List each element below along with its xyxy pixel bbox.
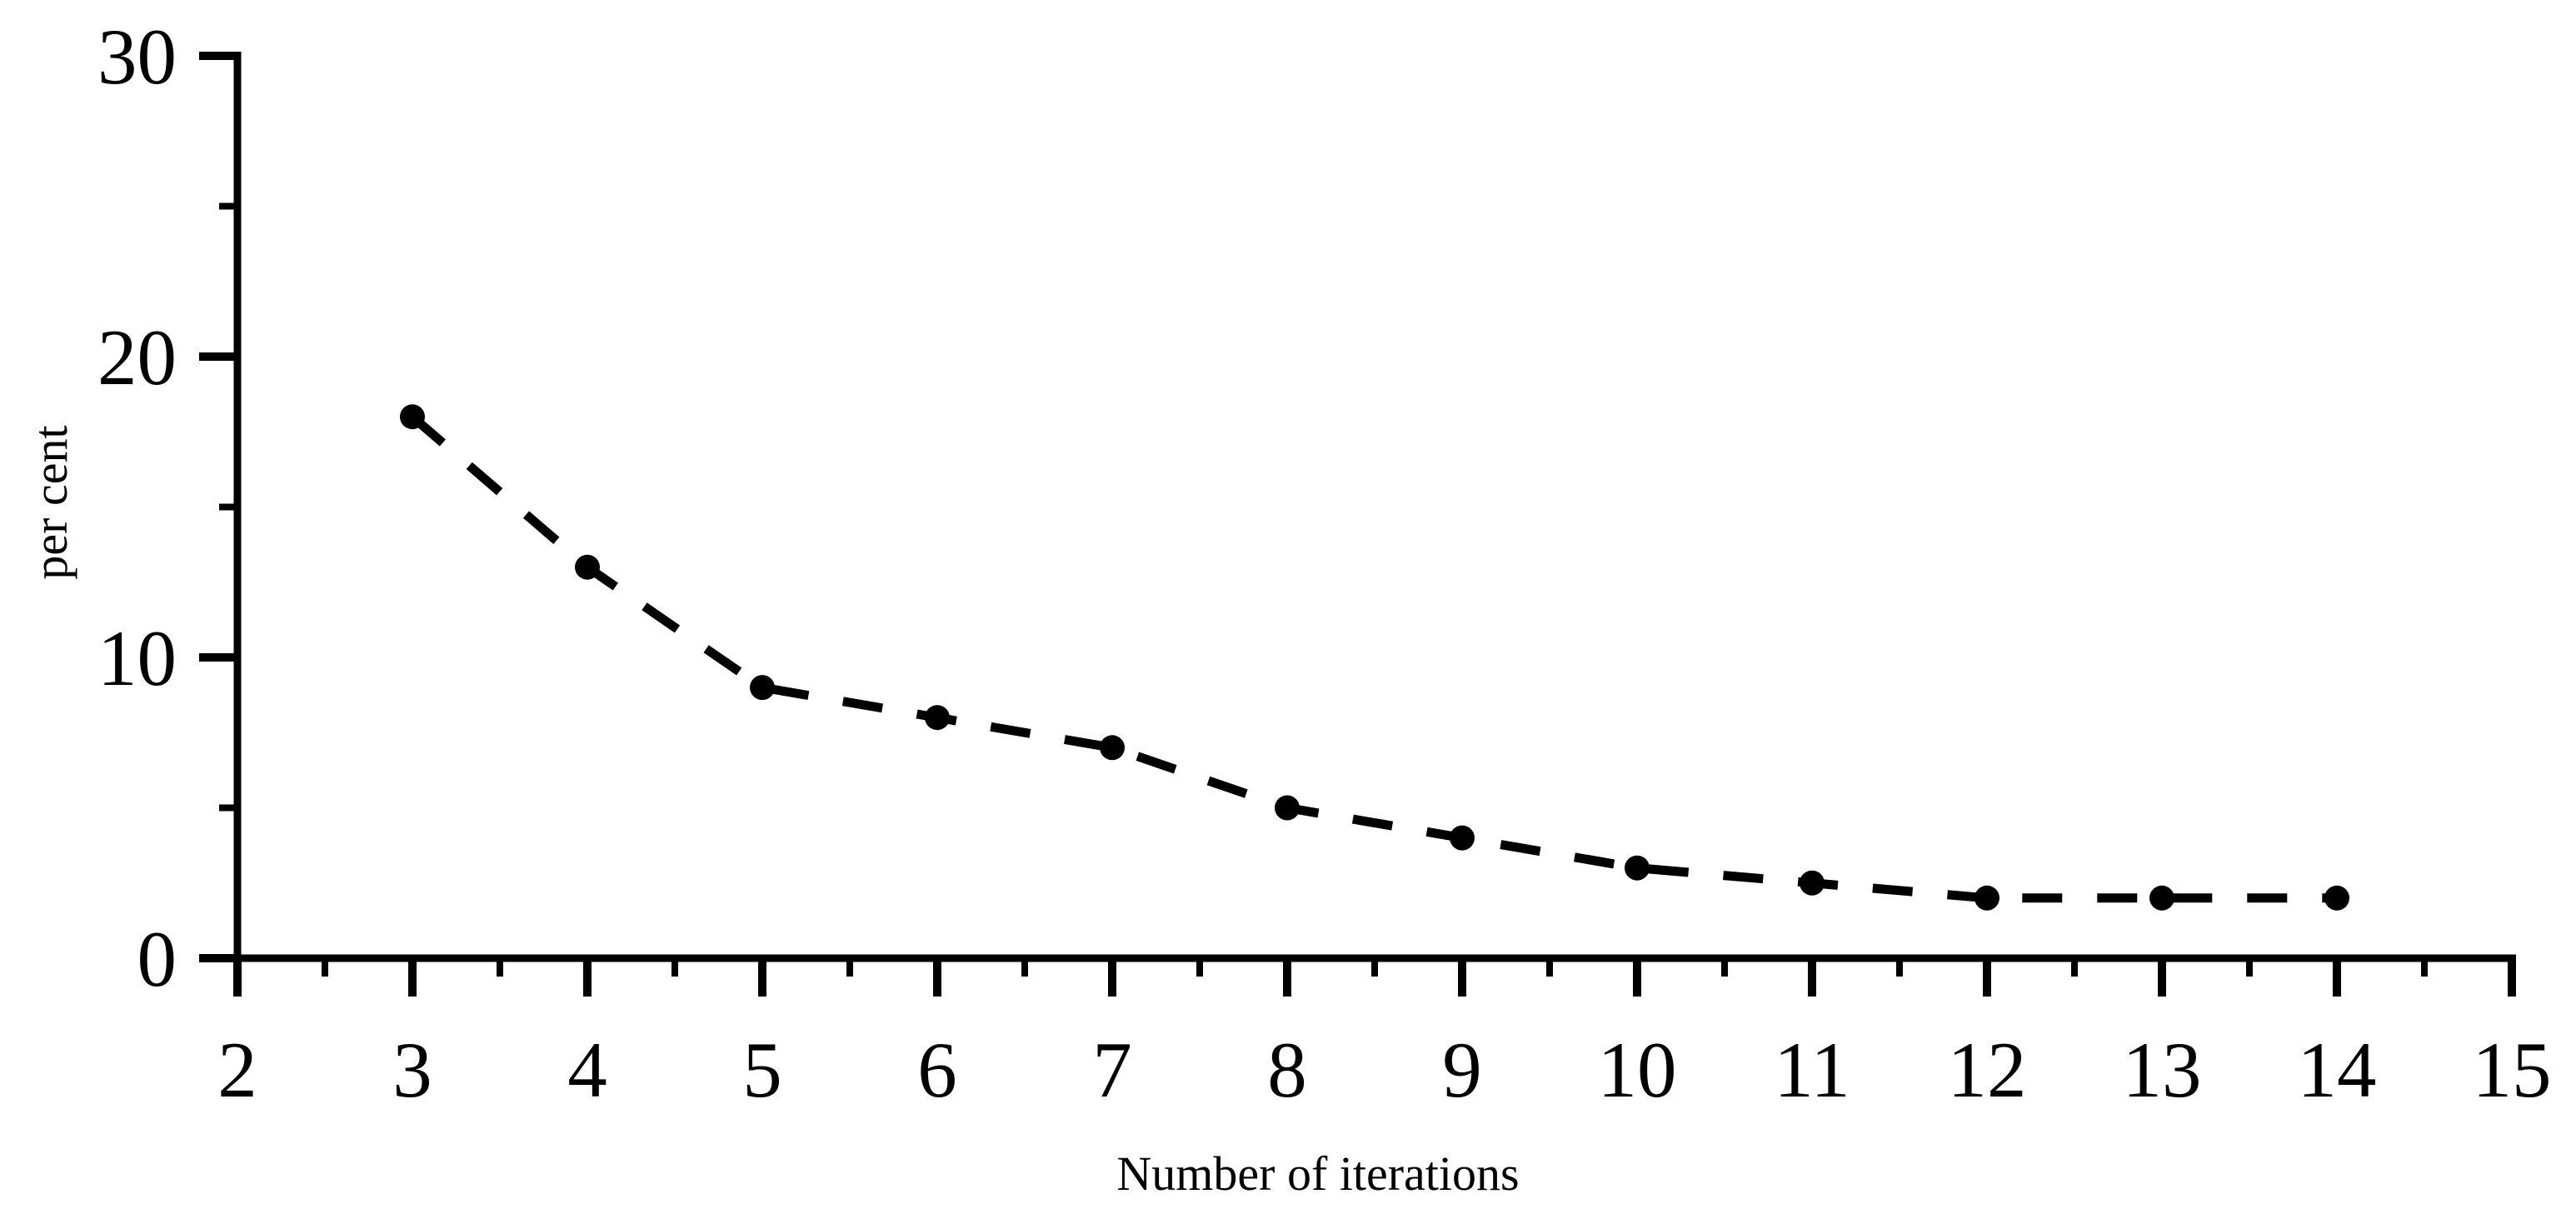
y-tick-label: 10 bbox=[97, 614, 177, 702]
data-line bbox=[409, 413, 2337, 903]
x-tick-label: 15 bbox=[2473, 1026, 2552, 1114]
data-point-x3 bbox=[400, 404, 425, 430]
x-axis-ticks bbox=[233, 958, 2516, 997]
x-tick-label: 13 bbox=[2123, 1026, 2202, 1114]
data-point-x9 bbox=[1450, 825, 1475, 851]
data-point-x13 bbox=[2149, 885, 2174, 911]
y-axis-tick-labels: 0 10 20 30 bbox=[97, 12, 177, 1003]
x-tick-label: 9 bbox=[1442, 1026, 1482, 1114]
data-point-x4 bbox=[575, 554, 600, 580]
x-tick-label: 7 bbox=[1092, 1026, 1132, 1114]
x-tick-label: 4 bbox=[567, 1026, 607, 1114]
data-point-x10 bbox=[1625, 855, 1650, 881]
data-series bbox=[400, 404, 2349, 911]
y-axis-ticks bbox=[199, 52, 237, 962]
y-axis-label: per cent bbox=[23, 425, 77, 579]
data-point-x8 bbox=[1275, 795, 1300, 821]
y-tick-label: 0 bbox=[137, 915, 177, 1003]
y-tick-label: 30 bbox=[97, 12, 177, 101]
data-point-x5 bbox=[750, 675, 775, 701]
data-point-x11 bbox=[1800, 870, 1825, 896]
x-tick-label: 10 bbox=[1598, 1026, 1677, 1114]
x-axis-tick-labels: 2 3 4 5 6 7 8 9 10 11 12 13 14 15 bbox=[217, 1026, 2551, 1114]
x-tick-label: 3 bbox=[392, 1026, 432, 1114]
x-tick-label: 14 bbox=[2298, 1026, 2377, 1114]
x-tick-label: 2 bbox=[217, 1026, 257, 1114]
x-axis-label: Number of iterations bbox=[1116, 1147, 1519, 1201]
axes bbox=[199, 52, 2516, 962]
data-point-x7 bbox=[1100, 735, 1125, 761]
x-tick-label: 6 bbox=[917, 1026, 957, 1114]
x-tick-label: 12 bbox=[1948, 1026, 2027, 1114]
x-tick-label: 5 bbox=[742, 1026, 782, 1114]
x-tick-label: 11 bbox=[1774, 1026, 1850, 1114]
data-point-x12 bbox=[1974, 885, 1999, 911]
y-tick-label: 20 bbox=[97, 313, 177, 402]
data-point-x6 bbox=[925, 705, 950, 731]
data-point-x14 bbox=[2324, 885, 2349, 911]
x-tick-label: 8 bbox=[1267, 1026, 1307, 1114]
